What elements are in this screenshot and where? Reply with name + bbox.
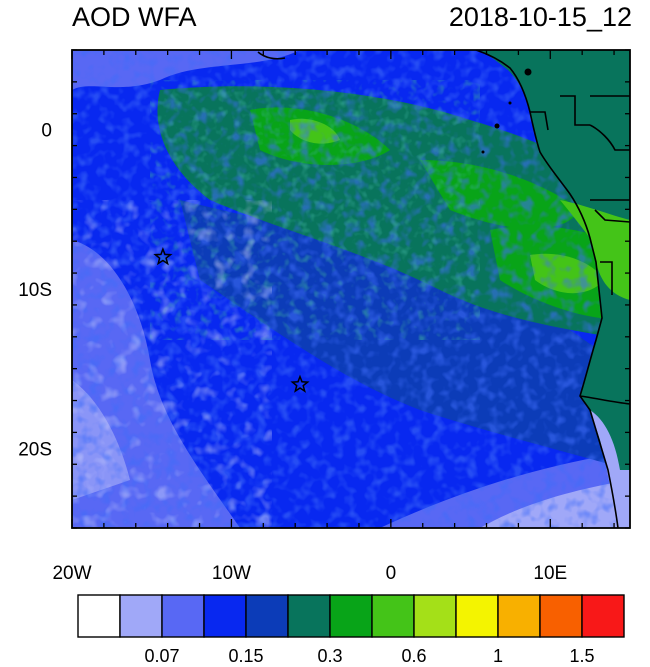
- colorbar-label: 1.5: [569, 646, 594, 666]
- map-frame: [71, 49, 631, 529]
- lat-tick-label: 20S: [18, 439, 52, 460]
- aod-field: [72, 50, 630, 528]
- colorbar-swatch: [329, 594, 373, 638]
- coastline: [257, 50, 630, 528]
- colorbar-swatch: [581, 594, 625, 638]
- colorbar-label: 0.15: [228, 646, 263, 666]
- lat-tick-label: 0: [41, 121, 52, 142]
- colorbar-swatch: [287, 594, 331, 638]
- star-marker-north: [153, 246, 173, 266]
- colorbar-label: 0.07: [144, 646, 179, 666]
- colorbar-swatch: [203, 594, 247, 638]
- star-markers: [153, 246, 310, 393]
- lon-tick-label: 20W: [52, 563, 91, 584]
- colorbar-label: 0.6: [401, 646, 426, 666]
- colorbar-swatch: [77, 594, 121, 638]
- map-title: AOD WFA: [72, 2, 197, 32]
- colorbar-swatch: [539, 594, 583, 638]
- islands: [481, 68, 532, 154]
- colorbar-swatch: [497, 594, 541, 638]
- colorbar: 0.07 0.15 0.3 0.6 1 1.5: [77, 594, 625, 666]
- colorbar-swatch: [413, 594, 457, 638]
- colorbar-label: 1: [493, 646, 503, 666]
- lon-tick-label: 10W: [212, 563, 251, 584]
- axis-tick-labels: 0 10S 20S 20W 10W 0 10E: [18, 121, 567, 584]
- colorbar-swatch: [161, 594, 205, 638]
- colorbar-swatch: [119, 594, 163, 638]
- colorbar-label: 0.3: [317, 646, 342, 666]
- colorbar-swatch: [371, 594, 415, 638]
- colorbar-swatch: [455, 594, 499, 638]
- colorbar-swatch: [245, 594, 289, 638]
- axis-ticks: [71, 49, 630, 529]
- lat-tick-label: 10S: [18, 280, 52, 301]
- star-marker-south: [290, 374, 310, 393]
- map-timestamp: 2018-10-15_12: [448, 2, 632, 32]
- lon-tick-label: 10E: [533, 563, 567, 584]
- lon-tick-label: 0: [386, 563, 397, 584]
